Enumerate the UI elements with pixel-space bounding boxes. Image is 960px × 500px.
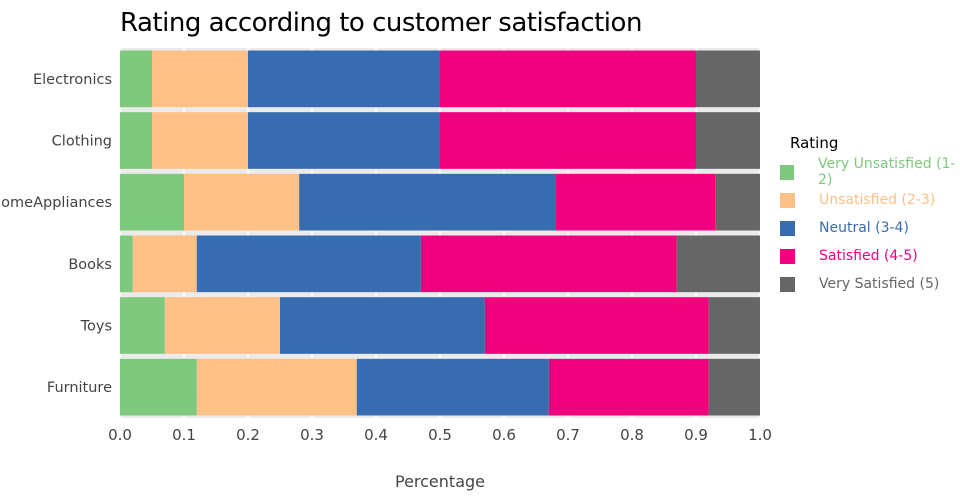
bar-segment: [132, 235, 197, 293]
x-tick-label: 0.8: [620, 426, 644, 444]
bar-segment: [299, 173, 556, 231]
bar-segment: [248, 112, 440, 169]
bar-segment: [120, 297, 165, 354]
bar-segment: [120, 50, 152, 108]
legend-item: Unsatisfied (2-3): [780, 186, 960, 214]
category-label: Books: [68, 257, 112, 273]
legend-items: Very Unsatisfied (1-2) Unsatisfied (2-3) N…: [780, 156, 960, 298]
legend-label: Neutral (3-4): [819, 220, 909, 236]
bar-segment: [548, 358, 709, 416]
legend-item: Very Satisfied (5): [780, 270, 960, 298]
chart-title: Rating according to customer satisfactio…: [120, 8, 642, 38]
bar-segment: [152, 50, 248, 108]
bar-segment: [484, 297, 709, 354]
bar-segment: [420, 235, 677, 293]
legend-swatch: [780, 192, 795, 208]
category-label: Clothing: [52, 134, 112, 150]
legend-label: Satisfied (4-5): [819, 248, 918, 264]
x-tick-label: 0.2: [236, 426, 260, 444]
legend: Rating Very Unsatisfied (1-2) Unsatisfied…: [780, 134, 960, 298]
legend-swatch: [780, 276, 795, 292]
x-tick-label: 0.4: [364, 426, 388, 444]
bar-segment: [196, 235, 421, 293]
bar-segment: [120, 112, 152, 169]
bar-segment: [120, 235, 133, 293]
category-label: Toys: [80, 319, 112, 335]
x-tick-label: 0.9: [684, 426, 708, 444]
x-tick-label: 0.0: [108, 426, 132, 444]
legend-swatch: [780, 220, 795, 236]
bar-segment: [676, 235, 760, 293]
bar-segment: [696, 50, 760, 108]
bar-segment: [356, 358, 549, 416]
x-tick-label: 0.1: [172, 426, 196, 444]
legend-label: Very Unsatisfied (1-2): [818, 156, 956, 188]
x-tick-label: 0.3: [300, 426, 324, 444]
bar-segment: [196, 358, 357, 416]
bar-segment: [715, 173, 760, 231]
legend-swatch: [780, 164, 795, 180]
bar-segment: [164, 297, 280, 354]
category-label: HomeAppliances: [0, 195, 112, 211]
bar-segment: [555, 173, 716, 231]
category-label: Electronics: [33, 72, 112, 88]
x-tick-label: 1.0: [748, 426, 772, 444]
bar-segment: [184, 173, 300, 231]
category-label: Furniture: [47, 380, 112, 396]
legend-item: Very Unsatisfied (1-2): [780, 156, 960, 188]
x-axis-label: Percentage: [395, 472, 485, 491]
x-tick-label: 0.7: [556, 426, 580, 444]
legend-title: Rating: [790, 134, 839, 152]
legend-swatch: [780, 248, 795, 264]
legend-item: Satisfied (4-5): [780, 242, 960, 270]
bar-segment: [248, 50, 440, 108]
bar-segment: [120, 358, 197, 416]
bar-segment: [280, 297, 485, 354]
bar-segment: [152, 112, 248, 169]
bar-segment: [708, 358, 760, 416]
legend-item: Neutral (3-4): [780, 214, 960, 242]
bar-segment: [696, 112, 760, 169]
bar-segment: [708, 297, 760, 354]
bar-segment: [440, 112, 696, 169]
x-tick-label: 0.5: [428, 426, 452, 444]
bar-segment: [440, 50, 696, 108]
bar-segment: [120, 173, 184, 231]
legend-label: Very Satisfied (5): [819, 276, 940, 292]
x-tick-label: 0.6: [492, 426, 516, 444]
legend-label: Unsatisfied (2-3): [819, 192, 936, 208]
